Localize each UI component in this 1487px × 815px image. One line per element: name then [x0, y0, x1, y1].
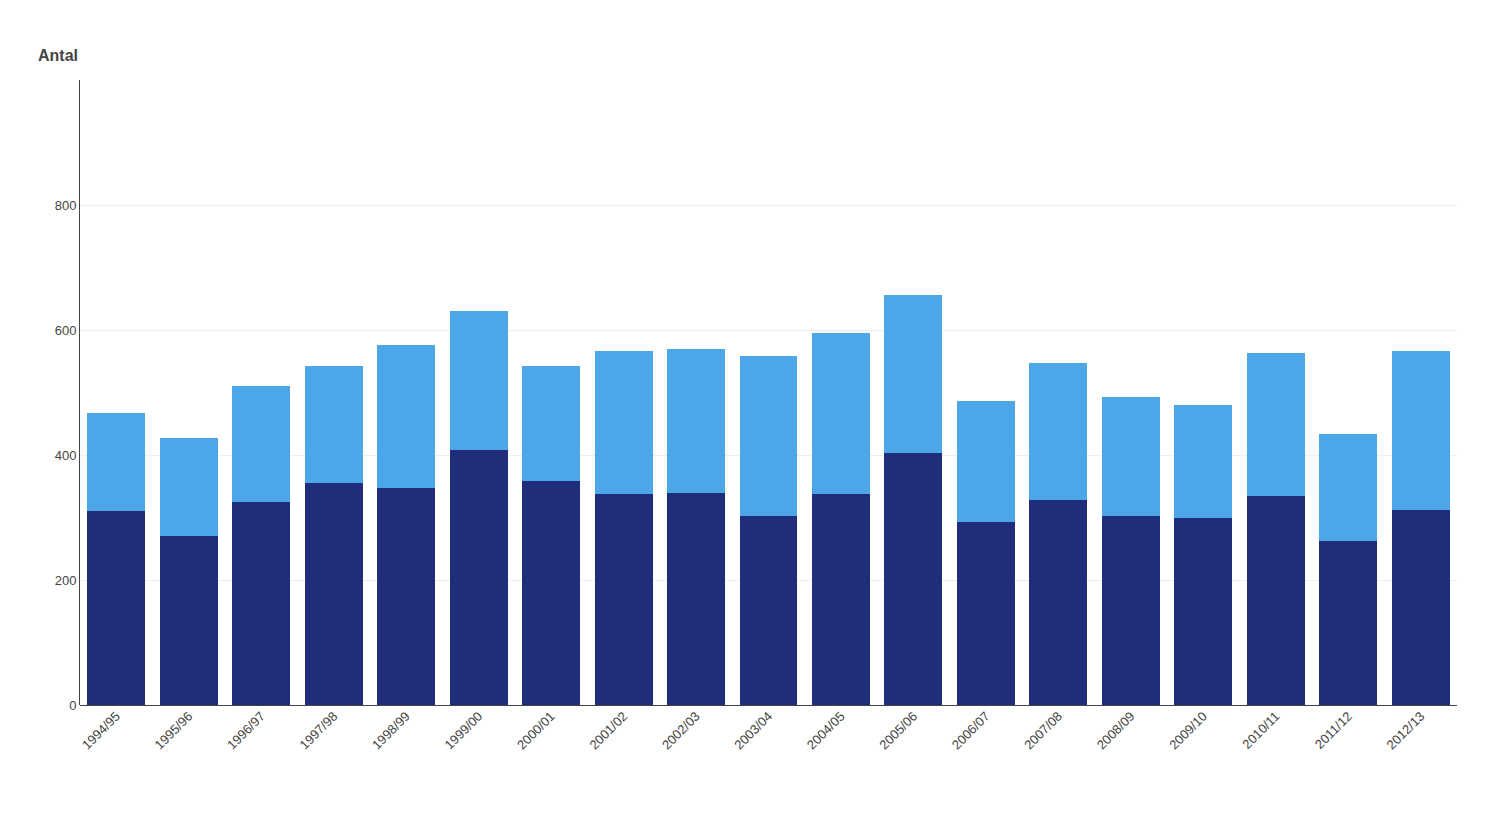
svg-text:2011/12: 2011/12 — [1312, 709, 1355, 752]
svg-text:2002/03: 2002/03 — [659, 709, 703, 753]
svg-text:2007/08: 2007/08 — [1021, 709, 1065, 753]
svg-text:Antal: Antal — [38, 47, 78, 64]
svg-text:1999/00: 1999/00 — [441, 709, 485, 753]
svg-text:2004/05: 2004/05 — [804, 709, 848, 753]
svg-text:2010/11: 2010/11 — [1239, 709, 1282, 752]
svg-text:2001/02: 2001/02 — [586, 709, 630, 753]
svg-text:1995/96: 1995/96 — [152, 709, 196, 753]
svg-text:2003/04: 2003/04 — [731, 709, 775, 753]
svg-text:2008/09: 2008/09 — [1094, 709, 1138, 753]
svg-text:0: 0 — [69, 698, 76, 713]
svg-text:600: 600 — [55, 323, 77, 338]
svg-text:2006/07: 2006/07 — [949, 709, 993, 753]
svg-text:2000/01: 2000/01 — [514, 709, 558, 753]
svg-text:200: 200 — [55, 573, 77, 588]
svg-text:800: 800 — [55, 198, 77, 213]
svg-text:1998/99: 1998/99 — [369, 709, 413, 753]
svg-text:2012/13: 2012/13 — [1384, 709, 1428, 753]
svg-text:1997/98: 1997/98 — [297, 709, 341, 753]
svg-text:1994/95: 1994/95 — [79, 709, 123, 753]
svg-text:2009/10: 2009/10 — [1166, 709, 1210, 753]
svg-text:1996/97: 1996/97 — [224, 709, 268, 753]
svg-text:2005/06: 2005/06 — [876, 709, 920, 753]
svg-text:400: 400 — [55, 448, 77, 463]
